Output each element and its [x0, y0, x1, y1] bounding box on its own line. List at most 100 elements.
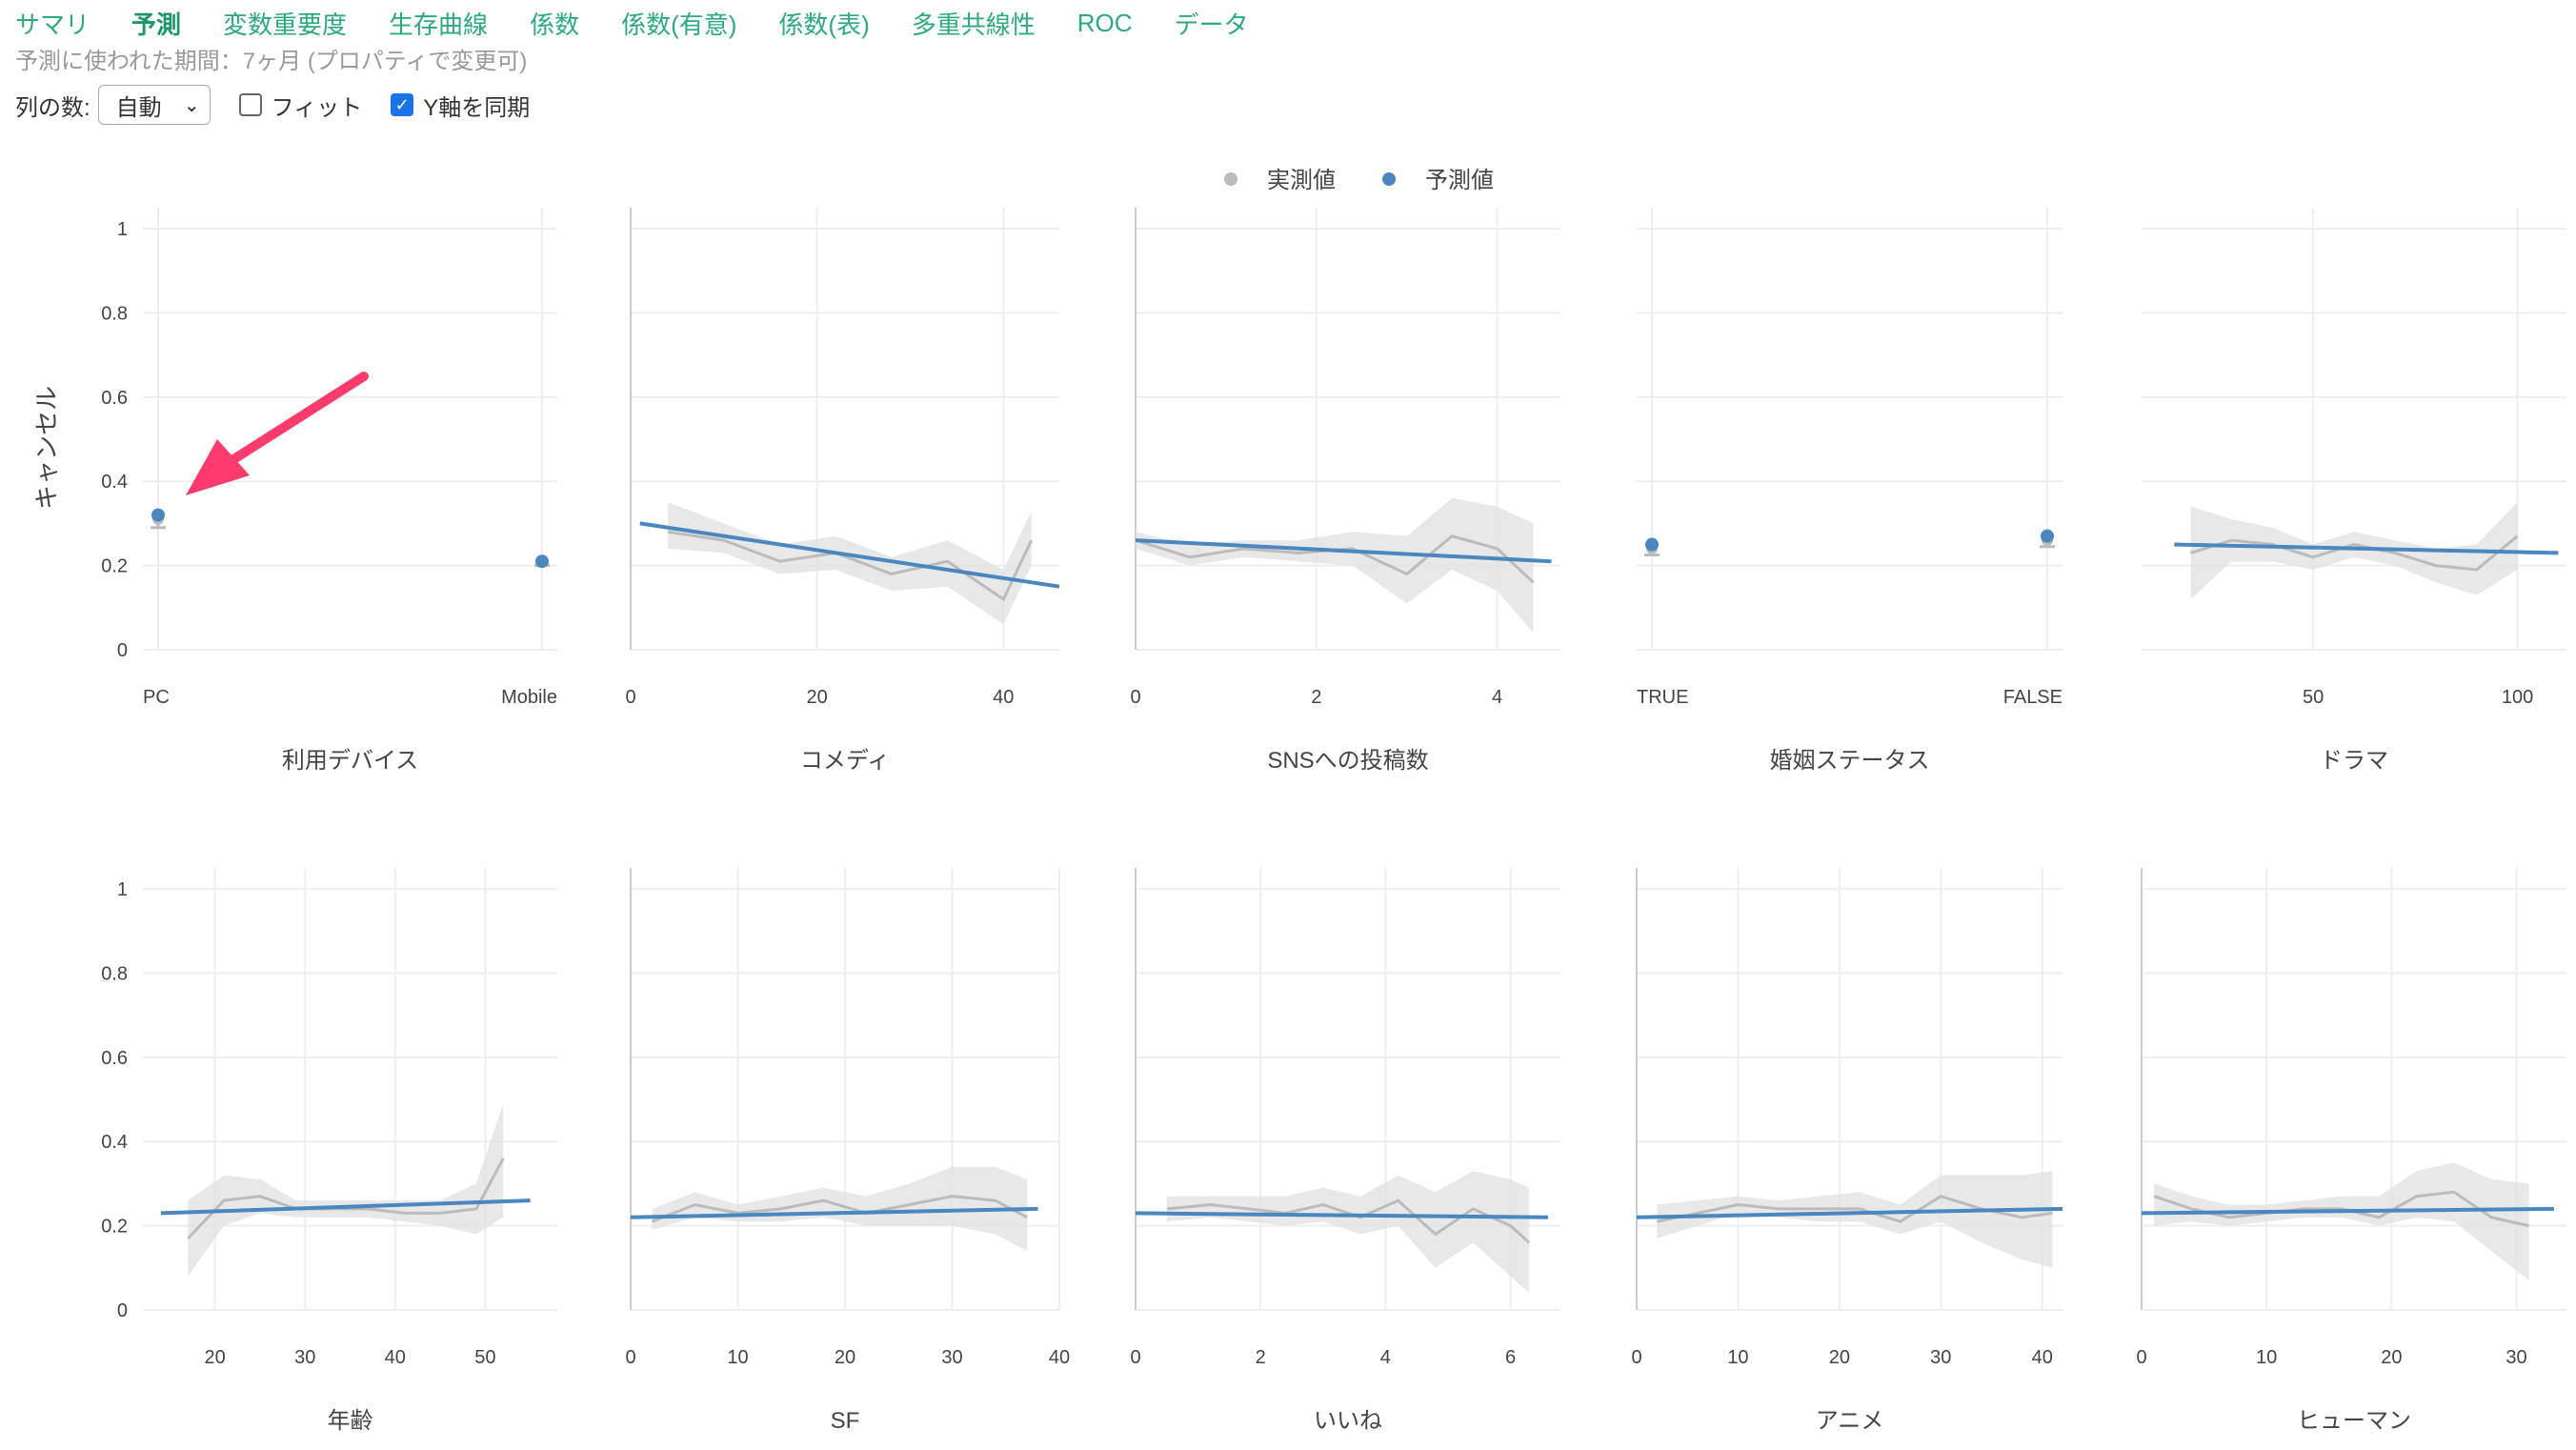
confidence-band — [1166, 1171, 1530, 1294]
x-tick-label: 40 — [2032, 1347, 2053, 1368]
panel-title: いいね — [1314, 1408, 1382, 1434]
x-tick-label: 4 — [1380, 1347, 1391, 1368]
panel-title: ヒューマン — [2297, 1408, 2411, 1434]
tab-4[interactable]: 生存曲線 — [389, 10, 489, 39]
x-tick-label: 10 — [727, 1347, 748, 1368]
x-tick-label: PC — [143, 687, 170, 708]
panel-title: ドラマ — [2320, 748, 2388, 774]
x-tick-label: 10 — [2256, 1347, 2277, 1368]
columns-label: 列の数: — [15, 94, 91, 121]
legend-predicted-label: 予測値 — [1425, 168, 1494, 193]
confidence-band — [1657, 1171, 2053, 1268]
predicted-line — [630, 1206, 1038, 1219]
y-tick-label: 0.4 — [101, 1132, 128, 1153]
panel-4: TRUE FALSE 婚姻ステータス — [1637, 208, 2063, 774]
x-tick-label: 50 — [2303, 687, 2324, 708]
predicted-point — [2041, 529, 2054, 543]
x-tick-label: 4 — [1492, 687, 1502, 708]
y-tick-label: 0.2 — [101, 556, 128, 577]
confidence-band — [188, 1103, 504, 1277]
x-tick-label: 6 — [1505, 1347, 1516, 1368]
panel-title: コメディ — [800, 748, 890, 774]
x-tick-label: TRUE — [1637, 687, 1688, 708]
predicted-point — [535, 554, 549, 569]
x-tick-label: 0 — [1631, 1347, 1641, 1368]
tab-5[interactable]: 係数 — [530, 10, 580, 39]
legend: 実測値 予測値 — [1224, 168, 1494, 193]
y-tick-label: 0 — [117, 640, 128, 661]
predicted-line — [1636, 1206, 2063, 1219]
confidence-band — [2154, 1162, 2529, 1281]
tab-3[interactable]: 変数重要度 — [223, 10, 348, 39]
panel-title: SF — [831, 1408, 860, 1434]
tab-9[interactable]: ROC — [1077, 8, 1133, 37]
x-tick-label: 40 — [993, 687, 1014, 708]
actual-line — [187, 1158, 505, 1239]
tab-8[interactable]: 多重共線性 — [911, 10, 1036, 39]
actual-line — [667, 530, 1034, 602]
fit-checkbox-box[interactable] — [238, 93, 262, 116]
panel-1: 0 0.2 0.4 0.6 0.8 1 PC Mobile 利用デバイス — [101, 208, 557, 774]
panel-2: 0 20 40 コメディ — [625, 208, 1060, 774]
y-tick-label: 0.4 — [101, 472, 128, 493]
predicted-line — [639, 521, 1060, 589]
x-tick-label: 20 — [205, 1347, 226, 1368]
legend-predicted-marker — [1382, 172, 1396, 186]
tab-10[interactable]: データ — [1174, 10, 1249, 39]
x-tick-label: FALSE — [2003, 687, 2063, 708]
x-tick-label: 20 — [1829, 1347, 1850, 1368]
y-tick-label: 1 — [117, 219, 128, 240]
fit-checkbox-label: フィット — [271, 94, 363, 121]
y-tick-label: 0.8 — [101, 303, 128, 324]
sync-y-checkbox-box[interactable]: ✓ — [391, 93, 414, 116]
x-tick-label: 0 — [625, 687, 635, 708]
predicted-point — [1645, 537, 1659, 552]
x-tick-label: 2 — [1256, 1347, 1266, 1368]
x-tick-label: 0 — [1130, 687, 1140, 708]
panel-7: 0 10 20 30 40 SF — [625, 868, 1070, 1434]
confidence-band — [652, 1166, 1028, 1252]
x-tick-label: Mobile — [501, 687, 557, 708]
period-note: 予測に使われた期間：7ヶ月 (プロパティで変更可) — [15, 49, 528, 74]
tab-bar: サマリ 予測 変数重要度 生存曲線 係数 係数(有意) 係数(表) 多重共線性 ROC データ — [15, 4, 1291, 42]
y-tick-label: 0.8 — [101, 963, 128, 984]
y-axis-label: キャンセル — [32, 386, 61, 510]
chevron-down-icon: ⌄ — [183, 94, 200, 116]
x-tick-label: 40 — [385, 1347, 406, 1368]
x-tick-label: 50 — [474, 1347, 495, 1368]
sync-y-checkbox[interactable]: ✓ Y軸を同期 — [391, 89, 530, 122]
confidence-band — [668, 502, 1032, 625]
columns-select[interactable]: 自動 ⌄ — [97, 85, 211, 125]
y-tick-label: 0.6 — [101, 388, 128, 409]
tab-2[interactable]: 予測 — [131, 10, 182, 39]
x-tick-label: 30 — [941, 1347, 962, 1368]
x-tick-label: 40 — [1049, 1347, 1070, 1368]
x-tick-label: 20 — [835, 1347, 855, 1368]
x-tick-label: 0 — [2136, 1347, 2146, 1368]
x-tick-label: 100 — [2502, 687, 2533, 708]
predicted-line — [2174, 542, 2559, 555]
panel-title: SNSへの投稿数 — [1267, 748, 1428, 774]
y-tick-label: 0 — [117, 1300, 128, 1321]
tab-7[interactable]: 係数(表) — [778, 10, 870, 39]
actual-line — [1135, 534, 1535, 584]
predicted-line — [1135, 1211, 1548, 1219]
x-tick-label: 30 — [1930, 1347, 1951, 1368]
fit-checkbox[interactable]: フィット — [238, 89, 363, 122]
actual-point — [536, 555, 548, 568]
actual-line — [1166, 1198, 1531, 1244]
panel-3: 0 2 4 SNSへの投稿数 — [1130, 208, 1560, 774]
panel-title: 婚姻ステータス — [1770, 748, 1930, 774]
legend-actual-label: 実測値 — [1267, 168, 1336, 193]
panel-9: 0 10 20 30 40 アニメ — [1631, 868, 2063, 1434]
x-tick-label: 20 — [807, 687, 828, 708]
tab-1[interactable]: サマリ — [15, 10, 91, 39]
actual-line — [1656, 1195, 2053, 1223]
panel-title: 利用デバイス — [282, 748, 418, 774]
predicted-line — [160, 1198, 531, 1216]
actual-point — [2042, 534, 2053, 547]
x-tick-label: 20 — [2381, 1347, 2402, 1368]
x-tick-label: 30 — [2506, 1347, 2526, 1368]
tab-6[interactable]: 係数(有意) — [621, 10, 737, 39]
